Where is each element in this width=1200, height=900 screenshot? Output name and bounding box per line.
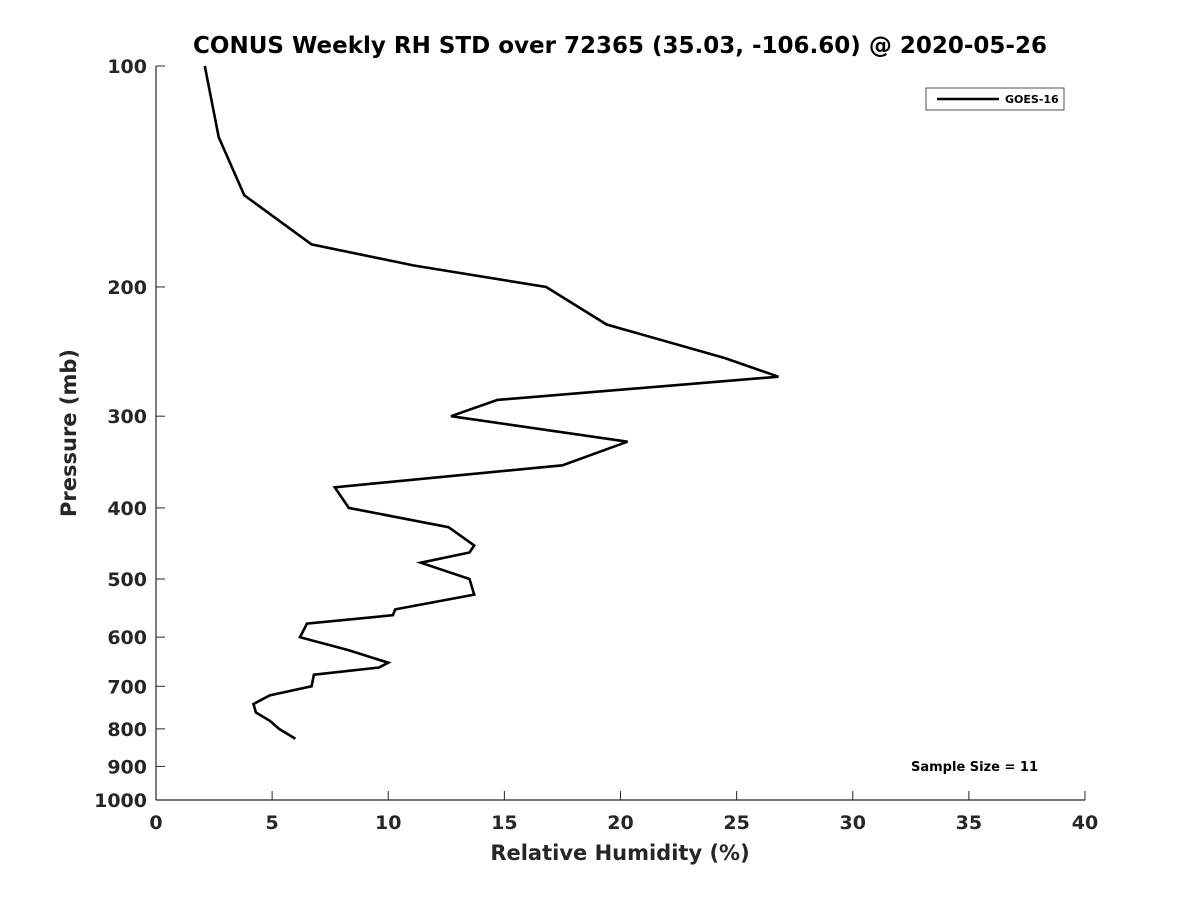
y-tick-label-1: 200: [107, 277, 147, 299]
y-tick-label-4: 500: [107, 569, 147, 591]
series-line-0: [203, 65, 779, 740]
x-tick-label-4: 20: [607, 812, 633, 834]
x-tick-label-6: 30: [840, 812, 866, 834]
x-tick-label-5: 25: [723, 812, 749, 834]
legend: GOES-16: [925, 87, 1065, 111]
y-tick-label-3: 400: [107, 498, 147, 520]
y-tick-label-7: 800: [107, 719, 147, 741]
y-tick-label-0: 100: [107, 56, 147, 78]
series-group: [203, 65, 779, 740]
x-axis-label: Relative Humidity (%): [490, 841, 749, 865]
y-axis-label: Pressure (mb): [57, 349, 81, 517]
legend-label-goes-16: GOES-16: [1005, 93, 1059, 106]
x-ticks: 0 5 10 15 20 25 30 35 40: [149, 791, 1098, 834]
sample-size-annotation: Sample Size = 11: [911, 760, 1038, 775]
x-tick-label-2: 10: [375, 812, 401, 834]
y-tick-label-8: 900: [107, 756, 147, 778]
y-tick-label-2: 300: [107, 406, 147, 428]
y-ticks: 100 200 300 400 500 600 700 800 900 1000: [94, 56, 165, 812]
y-tick-label-5: 600: [107, 627, 147, 649]
chart-title: CONUS Weekly RH STD over 72365 (35.03, -…: [193, 33, 1047, 59]
x-tick-label-8: 40: [1072, 812, 1098, 834]
y-tick-label-6: 700: [107, 676, 147, 698]
x-tick-label-7: 35: [956, 812, 982, 834]
x-tick-label-3: 15: [491, 812, 517, 834]
x-tick-label-0: 0: [149, 812, 162, 834]
y-tick-label-9: 1000: [94, 790, 147, 812]
x-tick-label-1: 5: [266, 812, 279, 834]
